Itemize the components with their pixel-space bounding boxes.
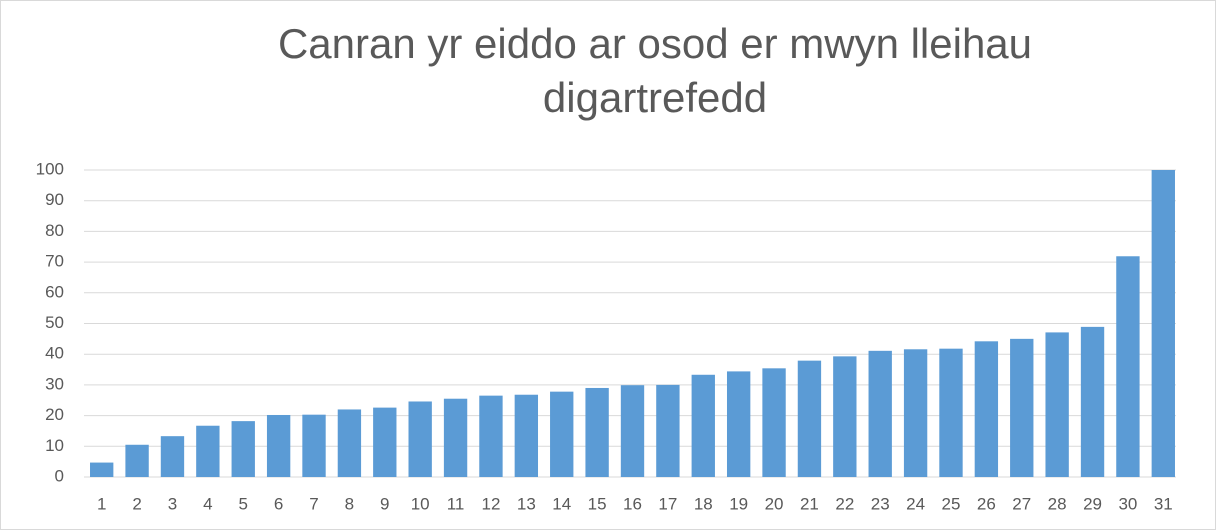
y-tick-label: 20 (45, 405, 64, 424)
bar (1151, 170, 1175, 477)
x-tick-label: 22 (835, 494, 854, 513)
x-tick-label: 27 (1012, 494, 1031, 513)
x-tick-label: 9 (380, 494, 389, 513)
bar (585, 387, 609, 477)
x-tick-label: 13 (517, 494, 536, 513)
y-tick-label: 0 (55, 466, 64, 485)
y-tick-label: 30 (45, 374, 64, 393)
bar (903, 349, 928, 477)
x-tick-label: 30 (1118, 494, 1137, 513)
bar (1080, 326, 1105, 477)
x-tick-label: 29 (1083, 494, 1102, 513)
x-tick-label: 20 (765, 494, 784, 513)
x-tick-label: 6 (274, 494, 283, 513)
bar (868, 350, 892, 477)
y-tick-label: 60 (45, 282, 64, 301)
bar (797, 360, 822, 477)
bar (514, 394, 539, 477)
x-tick-label: 12 (481, 494, 500, 513)
x-tick-label: 19 (729, 494, 748, 513)
bar (939, 348, 963, 477)
bar (1116, 256, 1140, 477)
bar (443, 398, 468, 477)
bar (691, 374, 715, 477)
y-tick-label: 90 (45, 190, 64, 209)
x-tick-label: 10 (411, 494, 430, 513)
bar (196, 425, 220, 477)
x-tick-label: 8 (345, 494, 354, 513)
x-tick-label: 17 (658, 494, 677, 513)
bar (762, 368, 786, 477)
y-tick-label: 50 (45, 313, 64, 332)
y-tick-label: 70 (45, 252, 64, 271)
bar (550, 391, 574, 477)
bar (1045, 332, 1069, 477)
x-tick-label: 14 (552, 494, 571, 513)
bar (373, 407, 397, 477)
y-tick-label: 100 (36, 159, 64, 178)
x-tick-label: 31 (1154, 494, 1173, 513)
x-tick-label: 3 (168, 494, 177, 513)
x-tick-label: 24 (906, 494, 925, 513)
x-tick-label: 23 (871, 494, 890, 513)
x-tick-label: 26 (977, 494, 996, 513)
y-tick-label: 80 (45, 221, 64, 240)
bar (231, 421, 255, 477)
y-tick-label: 40 (45, 344, 64, 363)
y-tick-label: 10 (45, 436, 64, 455)
x-tick-label: 1 (97, 494, 106, 513)
bar (408, 401, 432, 477)
bar (620, 385, 645, 477)
x-tick-label: 25 (942, 494, 961, 513)
x-tick-label: 5 (239, 494, 248, 513)
x-tick-label: 11 (447, 494, 465, 513)
x-tick-label: 7 (309, 494, 318, 513)
x-tick-label: 18 (694, 494, 713, 513)
bar (479, 395, 503, 477)
bar (974, 341, 999, 477)
x-tick-label: 21 (800, 494, 819, 513)
bar (656, 384, 680, 477)
x-tick-label: 4 (203, 494, 212, 513)
bar (726, 371, 751, 477)
bar (90, 462, 114, 477)
x-tick-label: 28 (1048, 494, 1067, 513)
x-tick-label: 16 (623, 494, 642, 513)
bar (266, 414, 291, 477)
bar (1010, 338, 1034, 477)
bar (337, 409, 362, 477)
bar (302, 414, 326, 477)
x-tick-label: 15 (588, 494, 607, 513)
bar (160, 436, 185, 477)
x-tick-label: 2 (132, 494, 141, 513)
chart-title: Canran yr eiddo ar osod er mwyn lleihau … (277, 20, 1033, 121)
bar (833, 356, 857, 477)
bar (125, 444, 149, 477)
